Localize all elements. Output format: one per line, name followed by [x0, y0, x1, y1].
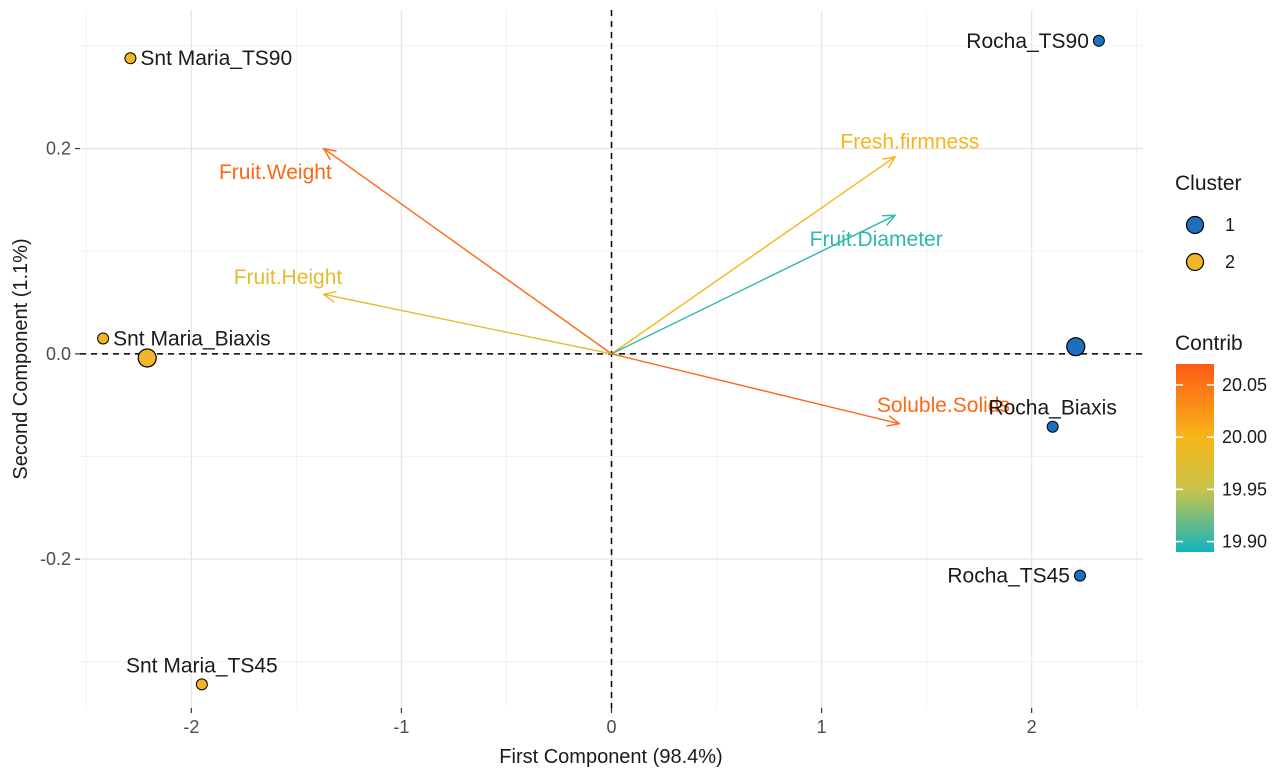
variable-arrow-fresh-firmness: Fresh.firmness	[611, 130, 979, 355]
variable-label: Soluble.Solids	[877, 394, 1010, 417]
sample-point	[97, 332, 110, 345]
y-tick-label: 0.0	[46, 344, 71, 364]
sample-point	[124, 52, 137, 65]
arrow-head	[322, 290, 337, 303]
sample-point	[1073, 569, 1086, 582]
variable-arrow-soluble-solids: Soluble.Solids	[611, 353, 1010, 427]
contrib-legend-title: Contrib	[1175, 332, 1243, 355]
x-tick-label: 1	[817, 717, 827, 737]
arrow-shaft	[323, 293, 612, 355]
cluster-legend-items: 12	[1185, 215, 1235, 272]
point-label: Snt Maria_TS45	[126, 654, 278, 677]
arrow-shaft	[611, 353, 900, 425]
sample-point	[1046, 420, 1059, 433]
variable-arrows: Fruit.Weight Fruit.Height Fresh.firmness Fr…	[219, 130, 1010, 427]
axes: -2 -1 0 1 2 -0.2 0.0 0.2	[40, 139, 1037, 737]
contrib-tick-label: 20.05	[1222, 375, 1267, 395]
cluster-centroid	[1066, 337, 1086, 357]
sample-points	[97, 34, 1105, 691]
contrib-colorbar	[1176, 364, 1214, 552]
variable-label: Fruit.Height	[234, 266, 343, 289]
contrib-legend: Contrib 20.05 20.00 19.95 19.90	[1175, 332, 1267, 552]
variable-label: Fresh.firmness	[840, 130, 979, 153]
x-tick-label: 2	[1027, 717, 1037, 737]
x-tick-label: -1	[393, 717, 409, 737]
point-label: Rocha_TS90	[966, 30, 1089, 53]
y-tick-label: 0.2	[46, 139, 71, 159]
arrow-head	[886, 415, 901, 427]
point-label: Rocha_Biaxis	[988, 397, 1116, 420]
x-axis-title: First Component (98.4%)	[499, 746, 722, 768]
point-label: Snt Maria_Biaxis	[113, 327, 271, 350]
variable-label: Fruit.Diameter	[810, 228, 943, 251]
point-label: Rocha_TS45	[947, 565, 1070, 588]
x-tick-label: -2	[183, 717, 199, 737]
point-label: Snt Maria_TS90	[140, 47, 292, 70]
sample-point	[195, 678, 208, 691]
y-tick-label: -0.2	[40, 549, 71, 569]
variable-label: Fruit.Weight	[219, 161, 332, 184]
y-axis-title: Second Component (1.1%)	[10, 238, 32, 479]
x-tick-label: 0	[606, 717, 616, 737]
arrow-shaft	[611, 156, 896, 355]
variable-arrow-fruit-height: Fruit.Height	[234, 266, 612, 355]
cluster-legend-title: Cluster	[1175, 172, 1242, 195]
contrib-tick-label: 19.95	[1222, 479, 1267, 499]
arrow-head	[322, 147, 337, 161]
arrow-shaft	[611, 214, 896, 355]
contrib-legend-ticks: 20.05 20.00 19.95 19.90	[1176, 375, 1267, 552]
arrow-head	[882, 214, 897, 226]
arrow-head	[882, 155, 897, 169]
arrow-shaft	[323, 148, 612, 355]
variable-arrow-fruit-weight: Fruit.Weight	[219, 147, 612, 355]
contrib-tick-label: 20.00	[1222, 427, 1267, 447]
cluster-legend-label: 1	[1225, 215, 1235, 235]
cluster-legend: Cluster 12	[1175, 172, 1242, 272]
contrib-tick-label: 19.90	[1222, 532, 1267, 552]
point-labels: Rocha_TS90 Rocha_Biaxis Rocha_TS45 Snt Mari…	[113, 30, 1117, 678]
cluster-centroid	[137, 348, 157, 368]
sample-point	[1092, 34, 1105, 47]
variable-arrow-fruit-diameter: Fruit.Diameter	[611, 214, 943, 355]
cluster-legend-key	[1185, 215, 1205, 235]
cluster-legend-label: 2	[1225, 252, 1235, 272]
cluster-legend-key	[1185, 252, 1205, 272]
